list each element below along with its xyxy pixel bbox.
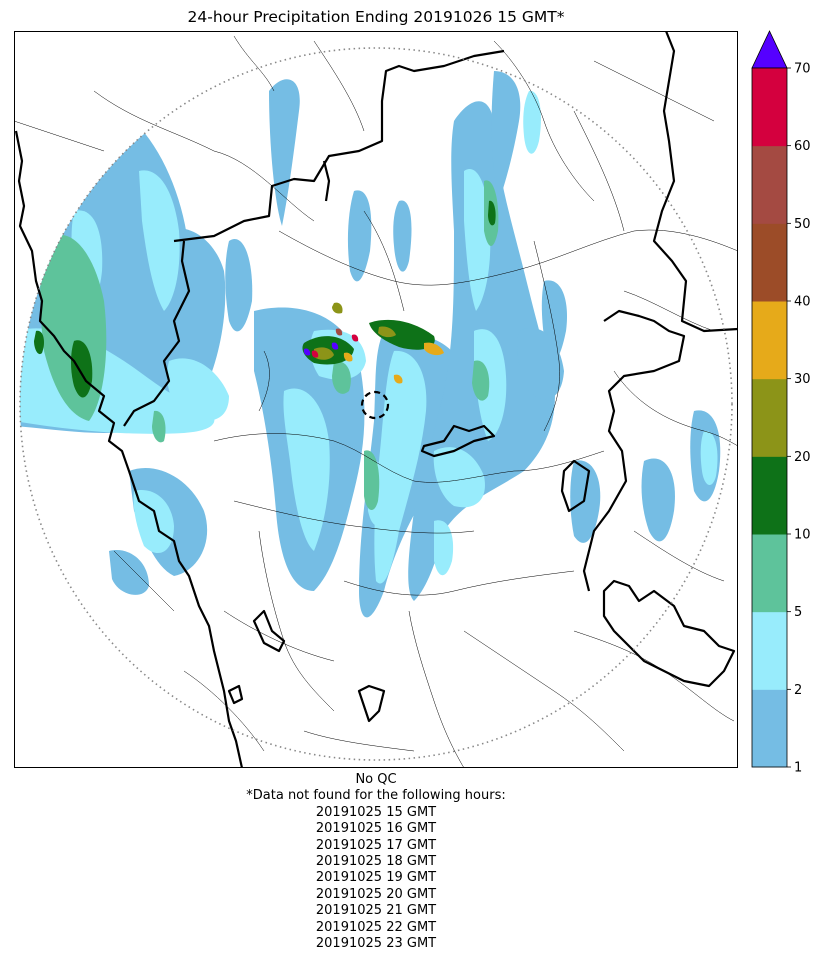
map-title: 24-hour Precipitation Ending 20191026 15… [187,8,565,26]
colorbar-tick-label: 1 [794,761,802,776]
colorbar-tick-label: 50 [794,217,811,232]
colorbar-segment [752,301,787,380]
colorbar-tick-label: 30 [794,372,811,387]
missing-hour-item: 20191025 19 GMT [315,870,437,886]
colorbar-segment [752,145,787,224]
missing-hour-item: 20191025 16 GMT [315,821,437,837]
missing-hour-item: 20191025 22 GMT [315,919,437,935]
state-borders [14,31,738,768]
precip-20-plus [303,302,444,384]
footer-notes: No QC *Data not found for the following … [14,772,738,952]
missing-hour-item: 20191025 23 GMT [315,936,437,952]
colorbar-segment [752,611,787,690]
missing-hour-item: 20191025 21 GMT [315,903,437,919]
colorbar-extend-max [751,30,788,69]
colorbar-tick-label: 2 [794,683,802,698]
colorbar-tick-label: 10 [794,528,811,543]
colorbar-segment [752,689,787,768]
precipitation-map [14,31,738,768]
colorbar: 1 2 5 10 20 30 40 50 60 70 [751,30,811,776]
colorbar-segment [752,378,787,457]
colorbar-frame [751,67,788,768]
colorbar-tick-label: 60 [794,139,811,154]
colorbar-tick-label: 70 [794,62,811,77]
radar-range-ring [19,47,733,761]
missing-hours-list: 20191025 15 GMT 20191025 16 GMT 20191025 1… [14,805,738,953]
missing-hour-item: 20191025 20 GMT [315,886,437,902]
colorbar-segment [752,456,787,535]
colorbar-segment [752,534,787,613]
missing-data-note: *Data not found for the following hours: [246,788,506,804]
qc-label: No QC [355,772,397,787]
missing-hour-item: 20191025 15 GMT [315,804,437,820]
precipitation-field [20,71,721,618]
missing-hour-item: 20191025 17 GMT [315,837,437,853]
colorbar-tick-label: 40 [794,295,811,310]
radar-site-ring [360,390,390,420]
colorbar-segment [752,68,787,147]
colorbar-tick-label: 20 [794,450,811,465]
missing-hour-item: 20191025 18 GMT [315,854,437,870]
colorbar-tick-label: 5 [794,605,802,620]
colorbar-segment [752,223,787,302]
